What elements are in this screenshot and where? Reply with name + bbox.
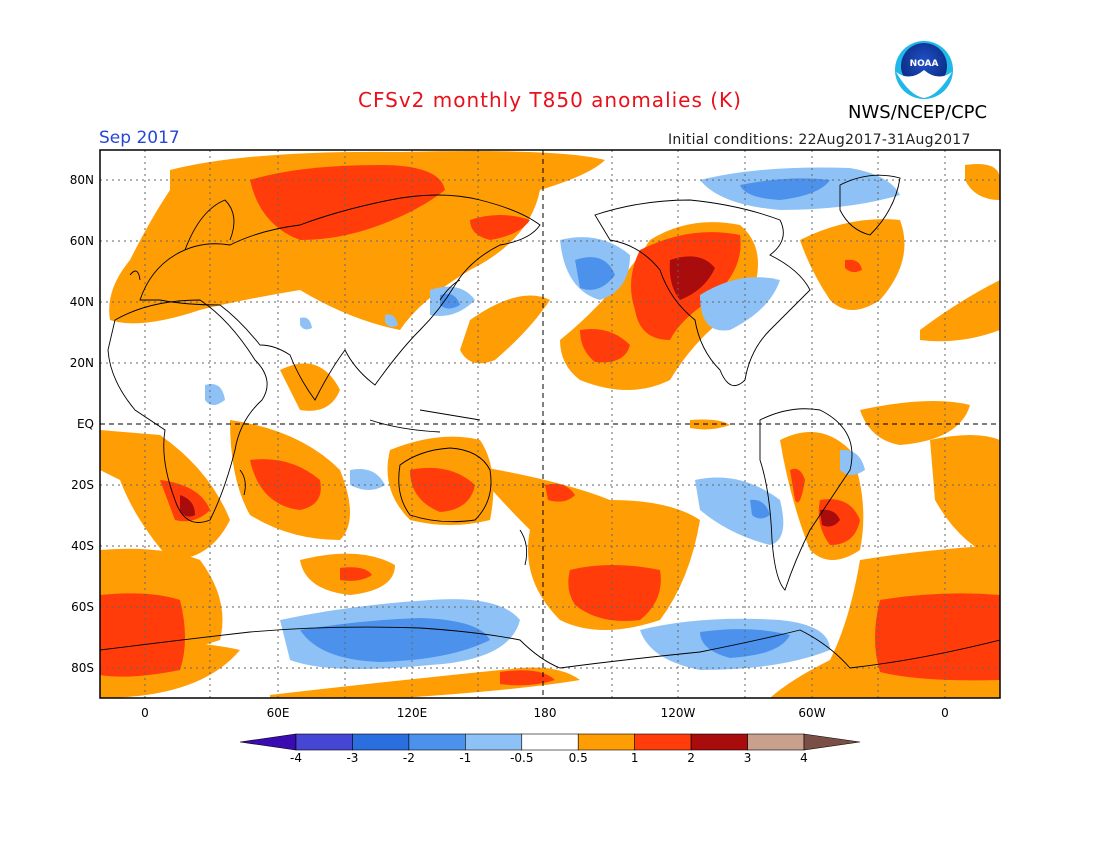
noaa-logo-text: NOAA [910,59,939,69]
lon-label: 120E [397,706,428,720]
coastlines [100,174,1000,669]
map-title: CFSv2 monthly T850 anomalies (K) [358,88,742,112]
lon-label: 0 [941,706,949,720]
legend-label: -1 [459,751,471,765]
lat-label: 40N [70,295,94,309]
agency-label: NWS/NCEP/CPC [848,102,988,123]
legend-swatch [408,733,466,751]
legend-swatch [747,733,805,751]
legend-swatch [690,733,748,751]
legend-label: -2 [403,751,415,765]
noaa-logo-icon: NOAA [895,41,953,99]
legend-swatch [803,733,861,751]
equator-dateline [100,150,1000,698]
lat-label: 80N [70,173,94,187]
plot-frame [99,149,1001,699]
legend-swatch [239,733,297,751]
longitude-axis: 0 60E 120E 180 120W 60W 0 [141,706,949,720]
legend-swatch [634,733,692,751]
legend-swatch [295,733,353,751]
legend-label: 3 [744,751,752,765]
lon-label: 60W [798,706,825,720]
lon-label: 120W [661,706,696,720]
lat-label: 60S [71,600,94,614]
latitude-axis: 80N 60N 40N 20N EQ 20S 40S 60S 80S [70,173,94,675]
legend-label: -3 [346,751,358,765]
legend-label: 0.5 [569,751,588,765]
anomaly-warm-2 [180,256,840,527]
legend-swatch [465,733,523,751]
color-legend: -4 -3 -2 -1 -0.5 0.5 1 2 3 4 [239,733,861,765]
legend-label: -4 [290,751,302,765]
anomaly-field [100,150,1000,698]
legend-label: 1 [631,751,639,765]
lat-label: 40S [71,539,94,553]
legend-label: -0.5 [510,751,533,765]
lat-label: 80S [71,661,94,675]
anomaly-cool-0p5 [205,167,900,670]
legend-swatch [521,733,579,751]
legend-label: 4 [800,751,808,765]
forecast-month-label: Sep 2017 [99,128,180,148]
lon-label: 0 [141,706,149,720]
legend-swatch [352,733,410,751]
lon-label: 180 [534,706,557,720]
lat-label: EQ [77,417,94,431]
lat-label: 60N [70,234,94,248]
legend-label: 2 [687,751,695,765]
lat-label: 20N [70,356,94,370]
initial-conditions-label: Initial conditions: 22Aug2017-31Aug2017 [668,132,971,148]
lat-lon-grid [100,150,1000,698]
legend-swatch [577,733,635,751]
lon-label: 60E [267,706,290,720]
lat-label: 20S [71,478,94,492]
